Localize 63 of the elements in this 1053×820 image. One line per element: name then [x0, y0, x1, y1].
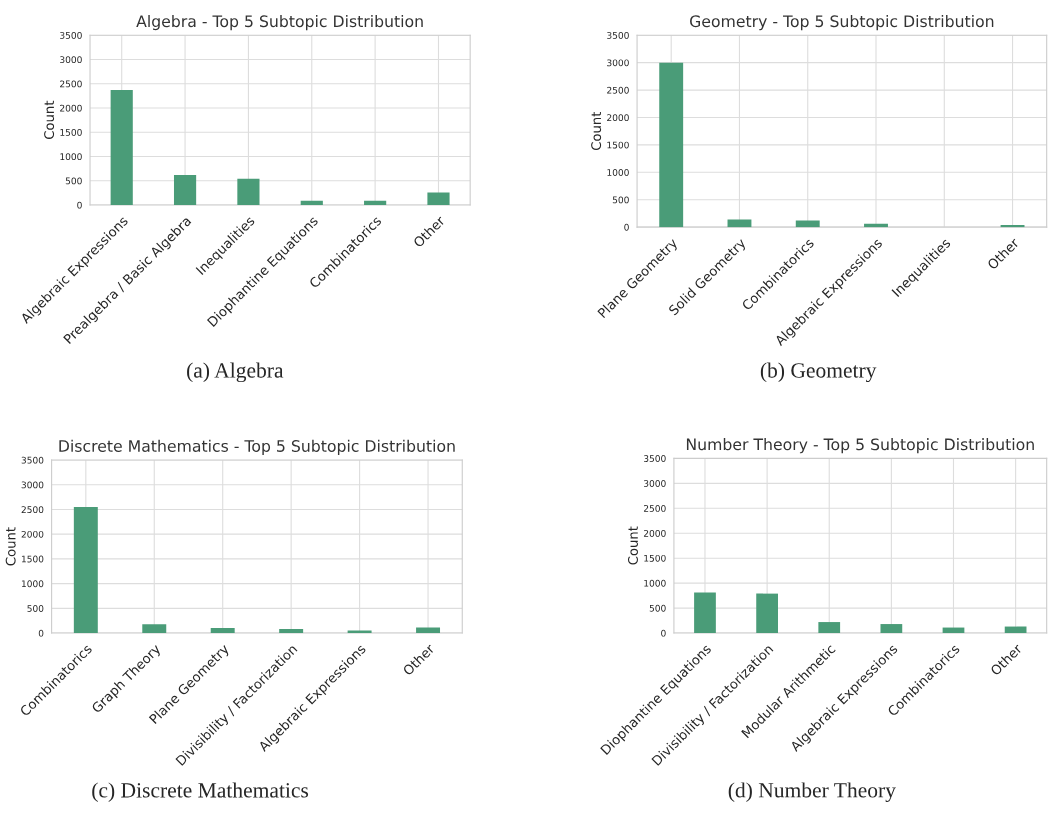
y-tick-label: 2000 — [643, 529, 666, 537]
text: (d) Number Theory — [728, 782, 896, 802]
y-tick-label: 1000 — [607, 169, 629, 176]
bar — [727, 219, 752, 228]
y-tick-label: 2000 — [21, 530, 44, 538]
y-tick-label: 0 — [77, 201, 82, 209]
bar — [142, 624, 167, 634]
y-axis-title: Count — [44, 100, 55, 139]
y-tick-label: 3000 — [607, 59, 629, 67]
bar — [756, 593, 778, 634]
chart-title: Number Theory - Top 5 Subtopic Distribution — [686, 438, 1034, 454]
y-tick-label: 0 — [661, 629, 666, 637]
bar — [110, 90, 133, 205]
bar — [364, 200, 387, 205]
bar — [279, 629, 304, 634]
y-tick-label: 2500 — [21, 506, 44, 514]
y-tick-label: 3500 — [643, 455, 666, 462]
y-tick-label: 1500 — [644, 554, 666, 562]
y-tick-label: 500 — [612, 196, 629, 204]
chart-title: Algebra - Top 5 Subtopic Distribution — [136, 15, 423, 31]
bar — [694, 592, 716, 634]
y-tick-label: 0 — [38, 629, 44, 637]
y-tick-label: 3500 — [607, 31, 629, 39]
y-tick-label: 3000 — [60, 56, 82, 64]
y-tick-label: 500 — [27, 605, 44, 612]
y-axis-title: Count — [627, 526, 638, 565]
y-tick-label: 2500 — [607, 86, 629, 94]
y-tick-label: 1500 — [60, 128, 82, 136]
bar — [795, 220, 820, 228]
y-tick-label: 0 — [624, 223, 629, 231]
y-tick-label: 2500 — [60, 80, 82, 88]
y-tick-label: 3500 — [21, 456, 44, 464]
chart-title: Geometry - Top 5 Subtopic Distribution — [690, 15, 994, 31]
text: (b) Geometry — [760, 362, 877, 383]
bar — [864, 223, 888, 228]
y-tick-label: 2500 — [643, 505, 666, 512]
y-tick-label: 1500 — [21, 555, 44, 563]
y-tick-label: 2000 — [60, 104, 82, 112]
y-tick-label: 500 — [65, 177, 82, 185]
y-axis-title: Count — [591, 111, 602, 151]
y-tick-label: 1500 — [607, 141, 629, 149]
y-tick-label: 2000 — [607, 114, 629, 122]
bar — [237, 178, 260, 205]
bar — [73, 506, 98, 634]
bar — [880, 624, 903, 634]
bar — [210, 628, 235, 634]
y-tick-label: 1000 — [21, 580, 44, 588]
text: (a) Algebra — [187, 362, 284, 383]
y-tick-label: 3500 — [60, 31, 82, 39]
y-tick-label: 1000 — [60, 153, 82, 161]
bar — [173, 174, 197, 205]
y-tick-label: 1000 — [644, 579, 666, 587]
text: (c) Discrete Mathematics — [92, 782, 309, 802]
y-tick-label: 500 — [649, 604, 666, 612]
bar — [416, 627, 441, 634]
bar — [818, 622, 841, 634]
y-axis-title: Count — [5, 527, 16, 566]
bar — [659, 62, 684, 228]
bar — [427, 192, 450, 205]
y-tick-label: 3000 — [643, 480, 666, 487]
y-tick-label: 3000 — [21, 481, 44, 489]
chart-title: Discrete Mathematics - Top 5 Subtopic Distribution — [59, 439, 455, 455]
bar — [300, 200, 323, 205]
